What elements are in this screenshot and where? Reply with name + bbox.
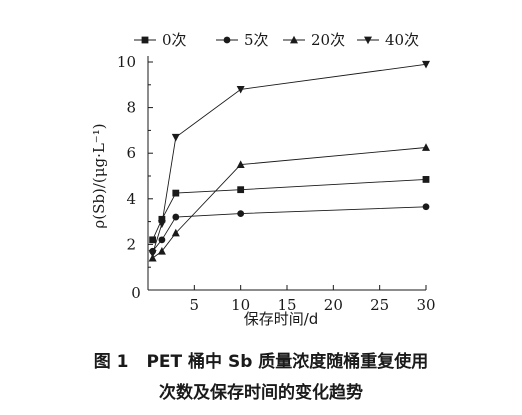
data-point [236,160,245,168]
series-3 [148,143,430,262]
y-tick-label: 4 [126,190,136,208]
series-line [152,206,427,252]
chart: 0次 5次 20次 40次 5 10 15 20 25 300246810保存时间/dρ(Sb)… [90,31,436,328]
y-tick-label: 10 [117,53,136,71]
series-layer [148,60,430,262]
legend-marker [141,36,149,44]
data-point [171,133,180,142]
data-point [158,236,166,244]
data-point [158,215,166,223]
legend-item-3: 20次 [283,31,345,49]
data-point [157,220,166,229]
x-tick-label: 5 [190,296,200,314]
x-tick-label: 20 [324,296,343,314]
x-axis-label: 保存时间/d [244,310,319,328]
legend-label: 20次 [311,31,345,49]
caption-text-1: PET 桶中 Sb 质量浓度随桶重复使用 [146,352,429,372]
legend-item-2: 5次 [216,31,269,49]
y-tick-label: 2 [126,235,136,253]
legend-label: 5次 [244,31,269,49]
figure-caption-line-2: 次数及保存时间的变化趋势 [0,378,522,403]
data-point [422,60,430,69]
series-line [152,178,427,240]
x-tick-label: 15 [277,296,296,314]
legend-item-1: 0次 [134,31,187,49]
data-point [237,186,245,194]
y-tick-label: 8 [126,99,136,117]
data-point [172,189,180,197]
legend-item-4: 40次 [357,31,419,49]
data-point [237,210,245,218]
data-point [236,85,245,94]
origin-label: 0 [131,284,141,302]
legend: 0次 5次 20次 40次 [134,31,419,49]
legend-label: 0次 [162,31,187,49]
x-tick-label: 30 [416,296,435,314]
data-point [148,250,157,258]
series-line [152,63,427,254]
series-line [152,147,427,259]
data-point [422,203,430,211]
data-point [172,213,180,221]
data-point [157,247,166,255]
legend-marker [223,36,231,44]
x-tick-label: 25 [370,296,389,314]
figure-caption-line-1: 图 1 PET 桶中 Sb 质量浓度随桶重复使用 [0,347,522,372]
series-4 [148,60,430,258]
legend-marker [290,35,298,44]
legend-label: 40次 [385,31,419,49]
y-tick-label: 6 [126,144,136,162]
data-point [422,176,430,183]
legend-marker [364,36,372,45]
data-point [149,236,157,244]
series-1 [149,176,430,244]
data-point [422,143,430,151]
series-2 [149,203,430,255]
figure-number: 图 1 [93,352,129,372]
x-tick-label: 10 [231,296,250,314]
y-axis-label: ρ(Sb)/(μg·L⁻¹) [90,123,108,228]
data-point [171,228,180,237]
caption-text-2: 次数及保存时间的变化趋势 [159,383,363,403]
